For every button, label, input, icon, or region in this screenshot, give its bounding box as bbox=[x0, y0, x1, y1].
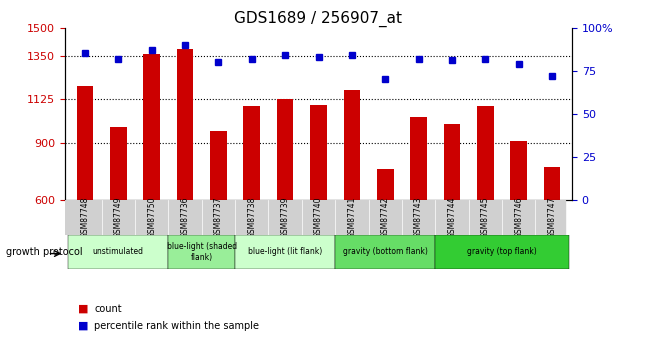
Bar bbox=[436, 235, 569, 269]
Text: blue-light (shaded
flank): blue-light (shaded flank) bbox=[166, 242, 237, 262]
Bar bbox=[477, 106, 493, 200]
Text: growth protocol: growth protocol bbox=[6, 247, 83, 257]
Bar bbox=[244, 106, 260, 200]
Bar bbox=[77, 86, 94, 200]
Bar bbox=[343, 90, 360, 200]
Text: blue-light (lit flank): blue-light (lit flank) bbox=[248, 247, 322, 256]
Text: unstimulated: unstimulated bbox=[93, 247, 144, 256]
Bar bbox=[277, 99, 294, 200]
Bar bbox=[543, 167, 560, 200]
Bar bbox=[377, 169, 393, 200]
Text: count: count bbox=[94, 304, 122, 314]
Text: gravity (bottom flank): gravity (bottom flank) bbox=[343, 247, 428, 256]
Text: GSM87740: GSM87740 bbox=[314, 197, 323, 238]
Text: GSM87743: GSM87743 bbox=[414, 197, 423, 238]
Bar bbox=[310, 105, 327, 200]
Bar bbox=[410, 117, 427, 200]
Text: GSM87738: GSM87738 bbox=[247, 197, 256, 238]
Text: GSM87742: GSM87742 bbox=[381, 197, 390, 238]
Bar bbox=[235, 235, 335, 269]
Text: GSM87744: GSM87744 bbox=[447, 197, 456, 238]
Bar bbox=[110, 127, 127, 200]
Text: GDS1689 / 256907_at: GDS1689 / 256907_at bbox=[235, 10, 402, 27]
Text: GSM87746: GSM87746 bbox=[514, 197, 523, 238]
Text: ■: ■ bbox=[78, 304, 88, 314]
Text: ■: ■ bbox=[78, 321, 88, 331]
Bar bbox=[443, 125, 460, 200]
Bar bbox=[510, 141, 527, 200]
Text: GSM87736: GSM87736 bbox=[181, 197, 190, 238]
Text: GSM87741: GSM87741 bbox=[347, 197, 356, 238]
Text: GSM87750: GSM87750 bbox=[147, 197, 156, 238]
Text: GSM87747: GSM87747 bbox=[547, 197, 556, 238]
Bar bbox=[177, 49, 194, 200]
Bar bbox=[210, 131, 227, 200]
Text: GSM87745: GSM87745 bbox=[481, 197, 490, 238]
Bar bbox=[144, 55, 160, 200]
Text: GSM87739: GSM87739 bbox=[281, 197, 290, 238]
Text: GSM87737: GSM87737 bbox=[214, 197, 223, 238]
Text: GSM87748: GSM87748 bbox=[81, 197, 90, 238]
Bar bbox=[335, 235, 436, 269]
Text: GSM87749: GSM87749 bbox=[114, 197, 123, 238]
Bar bbox=[68, 235, 168, 269]
Bar bbox=[168, 235, 235, 269]
Text: percentile rank within the sample: percentile rank within the sample bbox=[94, 321, 259, 331]
Text: gravity (top flank): gravity (top flank) bbox=[467, 247, 537, 256]
